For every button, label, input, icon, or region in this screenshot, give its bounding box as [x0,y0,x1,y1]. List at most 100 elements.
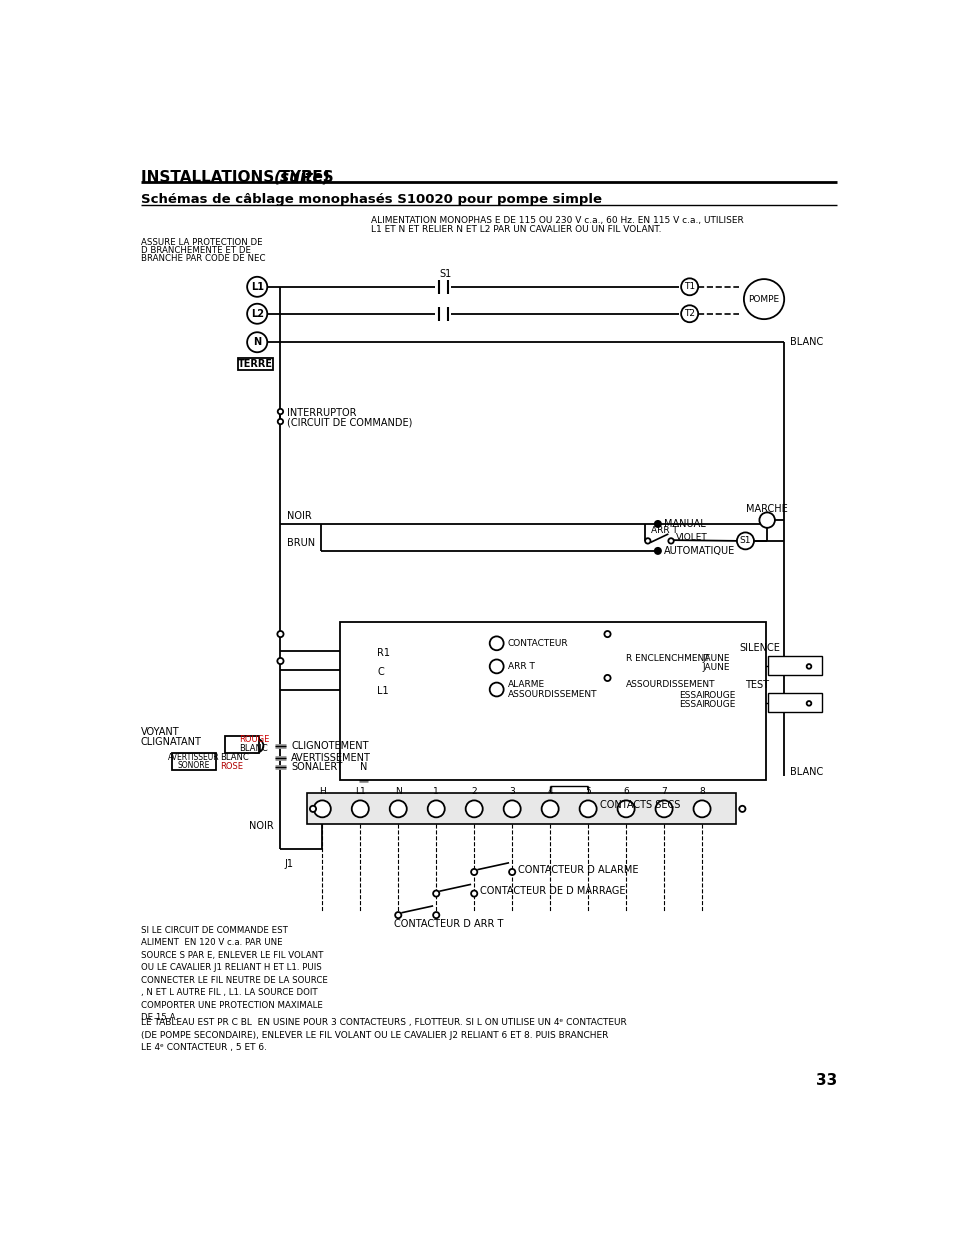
Text: BRUN: BRUN [286,538,314,548]
Text: ROUGE: ROUGE [702,700,735,709]
Circle shape [433,911,439,918]
Circle shape [509,869,515,876]
Text: BRANCHE PAR CODE DE NEC: BRANCHE PAR CODE DE NEC [141,254,265,263]
Circle shape [743,279,783,319]
Text: 7: 7 [660,787,666,795]
Text: CLIGNOTEMENT: CLIGNOTEMENT [291,741,369,751]
Text: JAUNE: JAUNE [702,655,730,663]
Text: BLANC: BLANC [790,337,822,347]
Circle shape [806,701,810,705]
Text: JAUNE: JAUNE [702,663,730,672]
Circle shape [489,683,503,697]
Circle shape [654,521,660,527]
Circle shape [277,419,283,425]
Circle shape [644,538,650,543]
Circle shape [654,548,660,555]
Text: L1 ET N ET RELIER N ET L2 PAR UN CAVALIER OU UN FIL VOLANT.: L1 ET N ET RELIER N ET L2 PAR UN CAVALIE… [371,225,661,235]
Text: ROSE: ROSE [220,762,243,771]
Circle shape [604,674,610,680]
Circle shape [503,800,520,818]
Text: ESSAI: ESSAI [679,700,704,709]
Text: MANUAL: MANUAL [663,519,705,529]
Text: 33: 33 [815,1073,836,1088]
Text: BLANC: BLANC [790,767,822,777]
Text: ESSAI: ESSAI [679,692,704,700]
Circle shape [247,304,267,324]
Circle shape [489,636,503,651]
Text: SONORE: SONORE [177,761,210,771]
Text: SONALERT: SONALERT [291,762,342,772]
Text: ARR T: ARR T [507,662,534,671]
Text: 2: 2 [471,787,476,795]
Circle shape [693,800,710,818]
Circle shape [680,305,698,322]
Text: R ENCLENCHMENT: R ENCLENCHMENT [625,655,709,663]
Text: AVERTISSEMENT: AVERTISSEMENT [291,753,371,763]
Text: POMPE: POMPE [748,295,779,304]
Text: T1: T1 [683,283,695,291]
Bar [224,736,258,753]
Text: VIOLET: VIOLET [675,534,707,542]
Circle shape [277,631,283,637]
Circle shape [247,332,267,352]
Text: D BRANCHEMENTE ET DE: D BRANCHEMENTE ET DE [141,246,251,254]
Text: LE TABLEAU EST PR C BL  EN USINE POUR 3 CONTACTEURS , FLOTTEUR. SI L ON UTILISE : LE TABLEAU EST PR C BL EN USINE POUR 3 C… [141,1019,626,1052]
Text: TERRE: TERRE [238,359,273,369]
Text: H: H [318,787,325,795]
Circle shape [471,869,476,876]
Circle shape [739,805,744,811]
Text: ROUGE: ROUGE [239,735,270,743]
Bar [340,621,765,779]
Circle shape [277,658,283,664]
Text: BLANC: BLANC [239,743,268,752]
Text: INSTALLATIONS TYPES: INSTALLATIONS TYPES [141,169,338,185]
Circle shape [433,890,439,897]
Text: BLANC: BLANC [220,753,249,762]
Circle shape [465,800,482,818]
Text: CONTACTEUR D ARR T: CONTACTEUR D ARR T [394,919,503,930]
Text: 8: 8 [699,787,704,795]
Text: NOIR: NOIR [286,511,311,521]
Circle shape [617,800,634,818]
Circle shape [352,800,369,818]
Text: CLIGNATANT: CLIGNATANT [141,737,202,747]
Text: VOYANT: VOYANT [141,727,179,737]
Text: N: N [395,787,401,795]
Circle shape [395,911,401,918]
Bar [767,693,821,711]
Text: TEST: TEST [744,680,769,690]
Circle shape [489,659,503,673]
Text: N: N [359,762,367,772]
Text: L1: L1 [377,687,389,697]
Text: S1: S1 [439,269,451,279]
Text: 4: 4 [547,787,553,795]
Text: CONTACTS SECS: CONTACTS SECS [599,800,679,810]
Circle shape [390,800,406,818]
Circle shape [668,538,673,543]
Text: ALARME
ASSOURDISSEMENT: ALARME ASSOURDISSEMENT [507,679,597,699]
Text: L1: L1 [251,282,263,291]
Bar [237,358,274,370]
Text: Schémas de câblage monophasés S10020 pour pompe simple: Schémas de câblage monophasés S10020 pou… [141,193,601,206]
Text: CONTACTEUR D ALARME: CONTACTEUR D ALARME [517,864,639,874]
Circle shape [314,800,331,818]
Text: L2: L2 [251,309,263,319]
Text: ALIMENTATION MONOPHAS E DE 115 OU 230 V c.a., 60 Hz. EN 115 V c.a., UTILISER: ALIMENTATION MONOPHAS E DE 115 OU 230 V … [371,216,743,225]
Text: ROUGE: ROUGE [702,692,735,700]
Text: 6: 6 [622,787,628,795]
Circle shape [247,277,267,296]
Text: ASSOURDISSEMENT: ASSOURDISSEMENT [625,680,715,689]
Text: SI LE CIRCUIT DE COMMANDE EST
ALIMENT  EN 120 V c.a. PAR UNE
SOURCE S PAR E, ENL: SI LE CIRCUIT DE COMMANDE EST ALIMENT EN… [141,926,328,1023]
Text: NOIR: NOIR [249,821,274,831]
Text: ARR T: ARR T [650,526,677,535]
Circle shape [249,739,263,752]
Text: T2: T2 [683,309,695,319]
Bar [307,793,736,824]
Circle shape [579,800,596,818]
Text: R1: R1 [377,647,390,657]
Text: SILENCE: SILENCE [739,643,780,653]
Circle shape [655,800,672,818]
Text: S1: S1 [739,536,750,546]
Circle shape [604,631,610,637]
Bar [767,656,821,674]
